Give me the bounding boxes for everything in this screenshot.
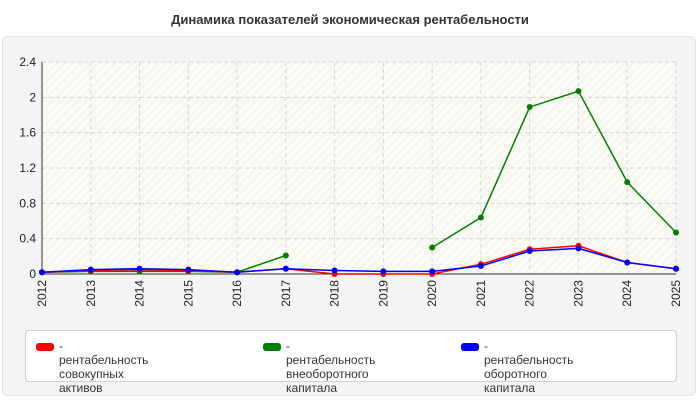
data-point	[380, 268, 387, 275]
series-line	[41, 244, 677, 275]
x-tick-label: 2022	[523, 280, 537, 307]
x-tick-labels: 2012 2013 2014 2015 2016 2017 2018 2019 2020 2021…	[35, 280, 683, 307]
grid-lines	[41, 61, 677, 275]
legend-label: - рентабельность совокупных активов	[59, 339, 149, 395]
data-point	[673, 265, 679, 272]
data-point	[624, 179, 631, 186]
y-tick-label: 0.8	[19, 196, 36, 210]
x-tick-label: 2019	[376, 280, 390, 307]
series-line	[431, 90, 677, 249]
y-tick-label: 1.6	[19, 126, 36, 140]
data-point	[282, 265, 289, 272]
x-tick-label: 2015	[181, 280, 195, 307]
chart-title: Динамика показателей экономическая рента…	[171, 12, 529, 27]
series-2	[39, 245, 679, 276]
series-line	[41, 247, 677, 273]
data-point	[526, 104, 533, 111]
red-swatch-icon	[36, 343, 54, 351]
x-tick-label: 2018	[328, 280, 342, 307]
x-tick-label: 2023	[571, 280, 585, 307]
data-point	[673, 229, 679, 236]
x-tick-label: 2021	[474, 280, 488, 307]
data-point	[39, 269, 45, 276]
data-point	[477, 214, 484, 221]
data-point	[575, 88, 582, 95]
y-tick-label: 2	[29, 90, 36, 104]
data-point	[87, 266, 94, 273]
data-point	[136, 265, 143, 272]
data-point	[429, 268, 436, 275]
y-tick-label: 2.4	[19, 55, 36, 69]
data-point	[526, 248, 533, 255]
y-tick-label: 1.2	[19, 161, 36, 175]
data-point	[624, 259, 631, 266]
series-layer	[39, 88, 679, 277]
data-point	[282, 252, 289, 259]
y-tick-labels: 0 0.4 0.8 1.2 1.6 2 2.4	[19, 55, 36, 281]
x-tick-label: 2016	[230, 280, 244, 307]
data-point	[429, 244, 436, 251]
x-tick-label: 2013	[84, 280, 98, 307]
data-point	[331, 267, 338, 274]
legend-label: - рентабельность оборотного капитала	[484, 339, 574, 395]
x-tick-label: 2014	[133, 280, 147, 307]
y-tick-label: 0.4	[19, 232, 36, 246]
data-point	[185, 266, 192, 273]
y-tick-label: 0	[29, 267, 36, 281]
data-point	[234, 269, 241, 276]
data-point	[477, 263, 484, 270]
x-tick-label: 2017	[279, 280, 293, 307]
x-tick-label: 2025	[669, 280, 683, 307]
x-tick-label: 2012	[35, 280, 49, 307]
x-tick-label: 2024	[620, 280, 634, 307]
legend-label: - рентабельность внеоборотного капитала	[286, 339, 376, 395]
legend: - рентабельность совокупных активов - рен…	[25, 330, 677, 395]
data-point	[575, 245, 582, 252]
green-swatch-icon	[263, 343, 281, 351]
x-tick-label: 2020	[425, 280, 439, 307]
blue-swatch-icon	[461, 343, 479, 351]
